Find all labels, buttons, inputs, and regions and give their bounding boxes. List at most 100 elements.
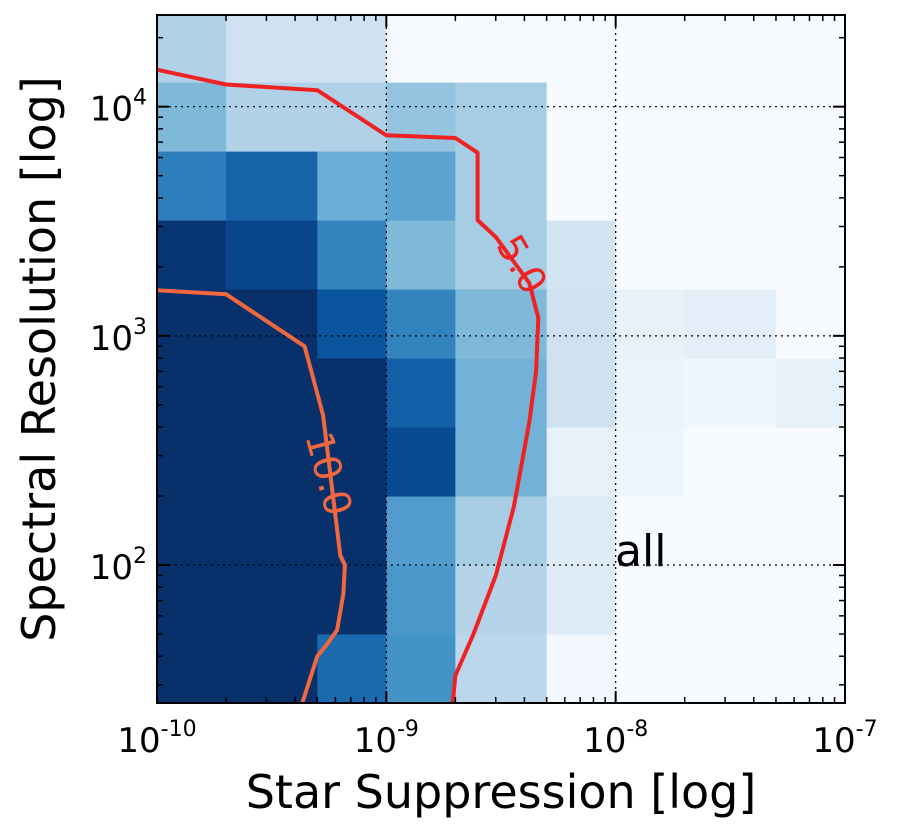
heatmap-cell: [684, 634, 777, 704]
heatmap-cell: [226, 220, 318, 290]
heatmap-cell: [386, 15, 456, 83]
x-tick-label: 10-8: [583, 717, 648, 761]
heatmap-cell: [615, 151, 686, 221]
x-tick-label: 10-10: [117, 717, 196, 761]
heatmap-cell: [317, 289, 387, 359]
heatmap-cell: [546, 151, 617, 221]
heatmap-cell: [226, 15, 318, 83]
heatmap-cell: [157, 289, 227, 359]
heatmap-cell: [226, 496, 318, 566]
heatmap-cell: [455, 565, 548, 635]
heatmap-cell: [684, 15, 777, 83]
heatmap-cell: [455, 220, 548, 290]
heatmap-cell: [386, 634, 456, 704]
y-tick-label: 103: [90, 315, 147, 359]
contour-line: [156, 67, 541, 704]
contour-line: [156, 288, 347, 704]
heatmap-cell: [684, 82, 777, 152]
heatmap-cell: [386, 289, 456, 359]
heatmap-cell: [157, 634, 227, 704]
heatmap-cell: [157, 151, 227, 221]
heatmap-cell: [317, 565, 387, 635]
heatmap-cell: [386, 82, 456, 152]
heatmap-cell: [386, 220, 456, 290]
heatmap-cells: [157, 15, 846, 704]
heatmap-cell: [455, 15, 548, 83]
heatmap-cell: [775, 220, 846, 290]
heatmap-cell: [546, 289, 617, 359]
heatmap-cell: [317, 151, 387, 221]
heatmap-cell: [546, 634, 617, 704]
heatmap-cell: [157, 427, 227, 497]
heatmap-cell: [317, 634, 387, 704]
heatmap-cell: [684, 151, 777, 221]
grid-lines: [157, 15, 845, 703]
heatmap-cell: [684, 220, 777, 290]
heatmap-cell: [546, 427, 617, 497]
y-axis-title: Spectral Resolution [log]: [12, 76, 66, 642]
y-tick-label: 102: [90, 544, 147, 588]
heatmap-cell: [684, 427, 777, 497]
heatmap-cell: [455, 82, 548, 152]
heatmap-cell: [615, 220, 686, 290]
x-tick-label: 10-7: [812, 717, 877, 761]
annotation-all: all: [615, 526, 666, 577]
heatmap-cell: [775, 427, 846, 497]
heatmap-cell: [386, 358, 456, 428]
heatmap-cell: [775, 151, 846, 221]
heatmap-cell: [157, 358, 227, 428]
heatmap-cell: [615, 496, 686, 566]
heatmap-cell: [157, 496, 227, 566]
heatmap-cell: [615, 15, 686, 83]
heatmap-cell: [226, 358, 318, 428]
heatmap-cell: [546, 220, 617, 290]
heatmap-cell: [684, 289, 777, 359]
heatmap-cell: [546, 358, 617, 428]
heatmap-cell: [775, 496, 846, 566]
heatmap-cell: [775, 565, 846, 635]
heatmap-cell: [317, 82, 387, 152]
heatmap-cell: [386, 565, 456, 635]
contour-lines: [156, 67, 541, 704]
heatmap-cell: [157, 82, 227, 152]
heatmap-cell: [386, 151, 456, 221]
heatmap-cell: [775, 289, 846, 359]
heatmap-cell: [386, 496, 456, 566]
heatmap-cell: [226, 427, 318, 497]
heatmap-cell: [317, 15, 387, 83]
heatmap-cell: [684, 496, 777, 566]
heatmap-cell: [317, 496, 387, 566]
heatmap-cell: [455, 427, 548, 497]
heatmap-cell: [684, 565, 777, 635]
heatmap-cell: [546, 15, 617, 83]
heatmap-cell: [317, 358, 387, 428]
tick-labels: 10-10 10-9 10-8 10-7 102 103 104: [90, 86, 878, 761]
y-tick-label: 104: [90, 86, 147, 130]
heatmap-cell: [615, 289, 686, 359]
heatmap-cell: [226, 565, 318, 635]
heatmap-cell: [226, 151, 318, 221]
heatmap-cell: [386, 427, 456, 497]
plot-frame: [156, 14, 846, 704]
heatmap-cell: [615, 427, 686, 497]
x-axis-title: Star Suppression [log]: [246, 765, 757, 819]
heatmap-cell: [546, 496, 617, 566]
heatmap-cell: [157, 220, 227, 290]
heatmap-cell: [615, 634, 686, 704]
heatmap-cell: [455, 634, 548, 704]
heatmap-cell: [157, 565, 227, 635]
heatmap-cell: [775, 358, 846, 428]
heatmap-cell: [546, 565, 617, 635]
heatmap-cell: [226, 634, 318, 704]
heatmap-cell: [615, 565, 686, 635]
heatmap-cell: [615, 82, 686, 152]
heatmap-cell: [317, 220, 387, 290]
heatmap-cell: [775, 82, 846, 152]
heatmap-cell: [615, 358, 686, 428]
heatmap-cell: [455, 151, 548, 221]
heatmap-cell: [226, 82, 318, 152]
heatmap-cell: [684, 358, 777, 428]
heatmap-cell: [546, 82, 617, 152]
heatmap-cell: [775, 634, 846, 704]
